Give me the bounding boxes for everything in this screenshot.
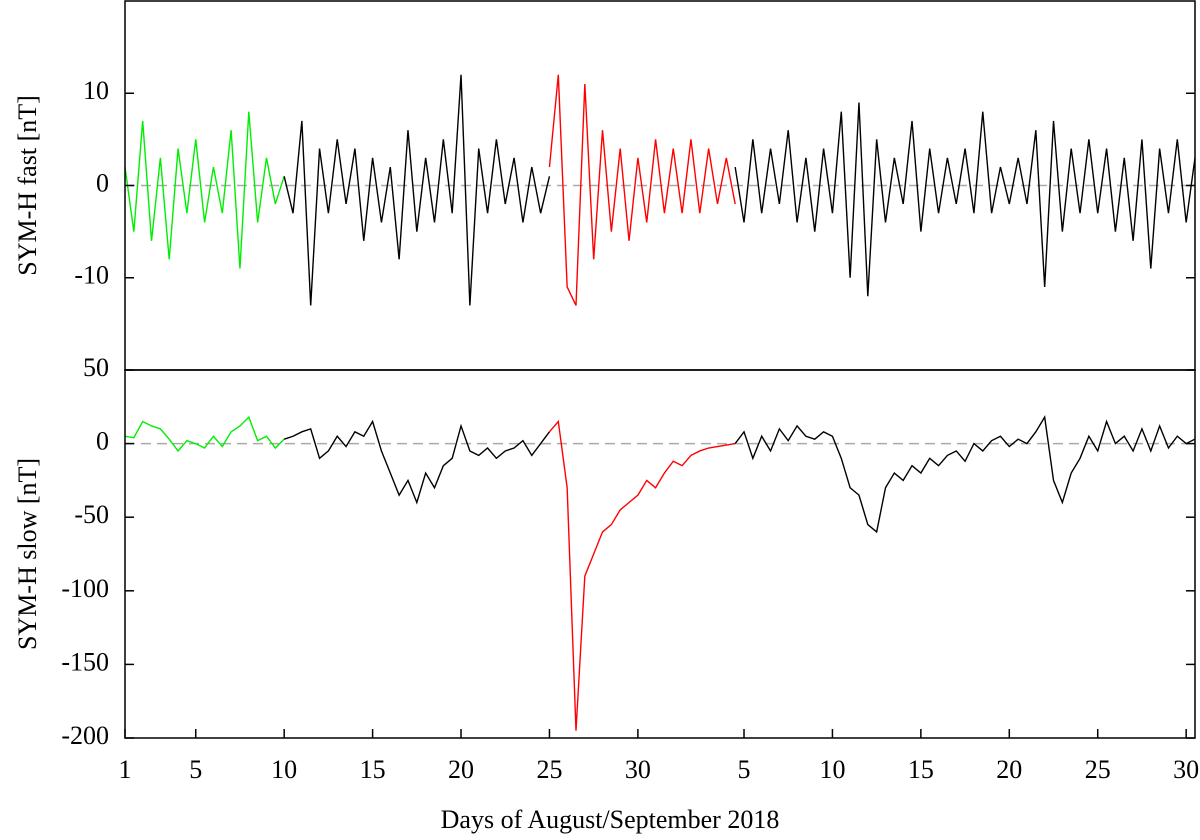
y-tick-label: 50 (83, 353, 109, 382)
x-tick-label: 30 (625, 755, 651, 784)
x-axis-label: Days of August/September 2018 (441, 805, 780, 834)
series-line (124, 415, 285, 453)
y-tick-label: -50 (74, 500, 109, 529)
y-axis-label: SYM-H fast [nT] (13, 95, 42, 276)
y-tick-label: -200 (61, 721, 109, 750)
y-tick-label: -10 (74, 261, 109, 290)
x-tick-label: 10 (819, 755, 845, 784)
y-tick-label: -150 (61, 647, 109, 676)
x-tick-label: 5 (189, 755, 202, 784)
x-tick-label: 20 (448, 755, 474, 784)
series-line (283, 419, 551, 505)
series-line (734, 415, 1196, 534)
x-tick-label: 20 (996, 755, 1022, 784)
x-tick-label: 25 (1085, 755, 1111, 784)
y-tick-label: -100 (61, 574, 109, 603)
y-tick-label: 0 (96, 168, 109, 197)
series-line (548, 419, 736, 731)
x-tick-label: 5 (738, 755, 751, 784)
series-line (124, 111, 285, 269)
x-tick-label: 15 (360, 755, 386, 784)
x-tick-label: 10 (271, 755, 297, 784)
x-tick-label: 15 (908, 755, 934, 784)
series-line (548, 74, 736, 306)
series-line (283, 74, 551, 306)
x-tick-label: 25 (536, 755, 562, 784)
y-tick-label: 0 (96, 427, 109, 456)
x-tick-label: 1 (119, 755, 132, 784)
series-line (734, 102, 1196, 297)
plot-frame (124, 369, 1196, 739)
x-tick-label: 30 (1173, 755, 1199, 784)
y-tick-label: 10 (83, 76, 109, 105)
y-axis-label: SYM-H slow [nT] (13, 458, 42, 650)
